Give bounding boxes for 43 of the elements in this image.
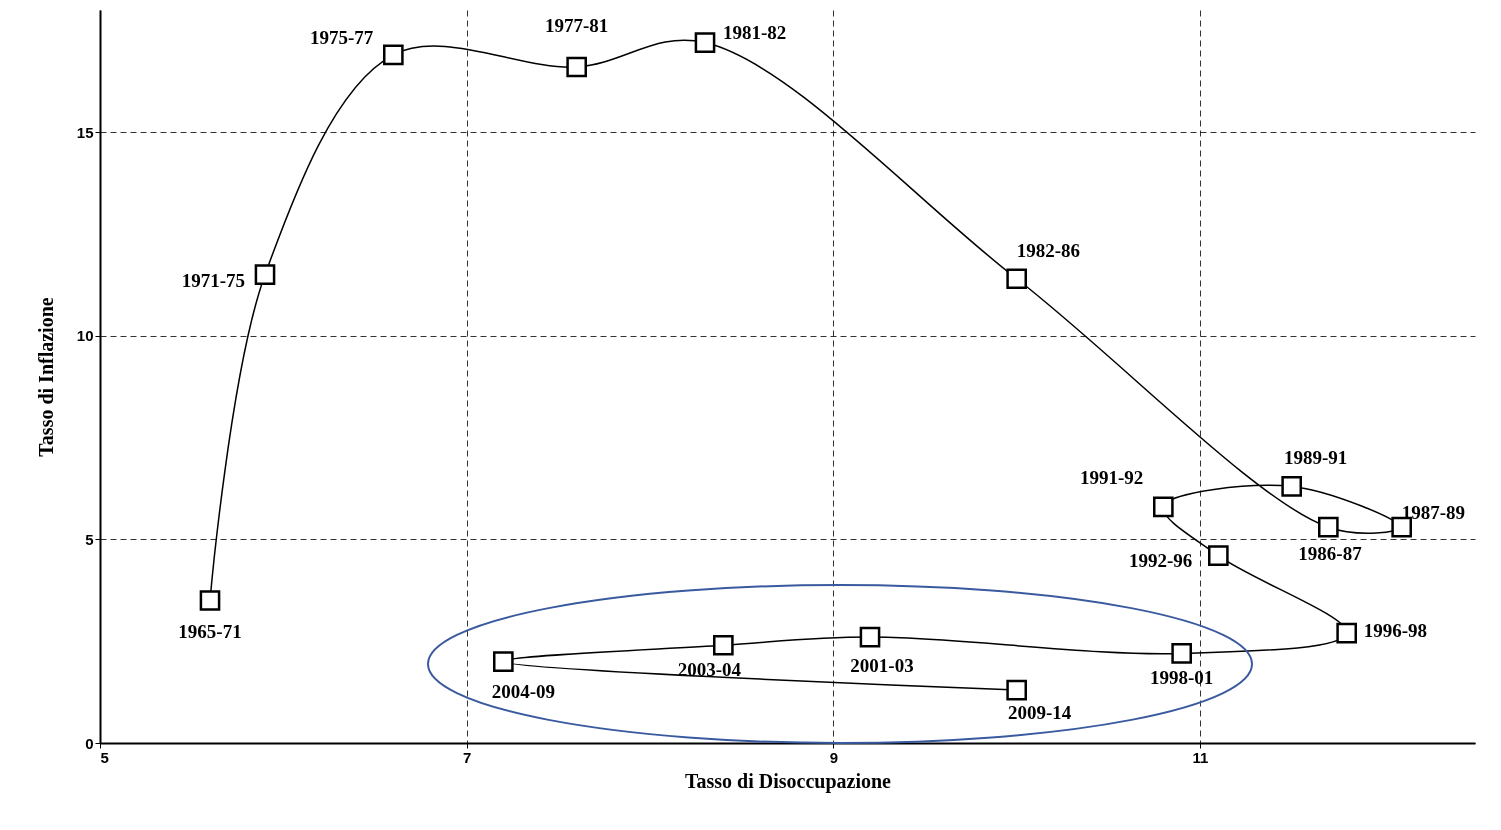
point (254, 264, 276, 286)
x-axis-title: Tasso di Disoccupazione (685, 769, 892, 793)
data-label: 2003-04 (677, 659, 742, 681)
point (383, 44, 404, 66)
data-label: 1996-98 (1363, 620, 1427, 642)
y-tick-label: 15 (76, 123, 94, 141)
point (199, 590, 221, 611)
x-tick-label: 11 (1192, 748, 1209, 766)
point (713, 634, 734, 656)
point (566, 56, 587, 78)
data-label: 1986-87 (1298, 543, 1363, 565)
y-axis-title: Tasso di Inflazione (34, 297, 57, 457)
point (859, 626, 881, 648)
point (1318, 516, 1339, 538)
point (493, 651, 514, 672)
point (694, 32, 716, 53)
x-tick-label: 7 (462, 748, 472, 766)
point (1006, 268, 1027, 290)
data-label: 1987-89 (1401, 502, 1465, 524)
data-label: 1992-96 (1129, 549, 1193, 571)
point (1336, 622, 1357, 644)
point (1281, 476, 1302, 497)
point (1208, 545, 1229, 567)
data-label: 1998-01 (1150, 667, 1214, 689)
data-label: 1981-82 (723, 21, 787, 43)
data-label: 1991-92 (1080, 466, 1144, 488)
point (1171, 643, 1192, 664)
x-tick-label: 9 (829, 748, 839, 766)
data-label: 1965-71 (178, 621, 242, 643)
data-label: 1982-86 (1016, 239, 1080, 261)
x-tick-label: 5 (100, 748, 109, 766)
point (1153, 496, 1174, 518)
point (1006, 679, 1027, 701)
y-tick-label: 5 (85, 530, 94, 548)
y-tick-label: 0 (85, 734, 94, 752)
data-label: 1977-81 (545, 15, 609, 37)
data-label: 1989-91 (1284, 447, 1348, 469)
data-label: 2001-03 (850, 655, 914, 677)
data-label: 2009-14 (1008, 702, 1072, 724)
y-tick-label: 10 (76, 327, 94, 345)
data-label: 1975-77 (310, 26, 374, 48)
data-label: 2004-09 (491, 680, 555, 702)
data-label: 1971-75 (181, 269, 245, 291)
